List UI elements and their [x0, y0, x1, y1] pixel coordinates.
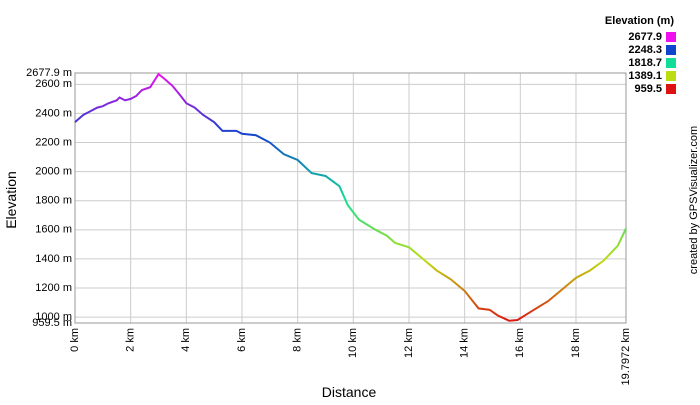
legend-label: 2677.9	[628, 31, 662, 43]
legend-swatch	[666, 71, 676, 81]
x-tick-label: 16 km	[514, 328, 526, 358]
x-tick-label: 6 km	[236, 328, 248, 352]
x-tick-label: 18 km	[570, 328, 582, 358]
x-tick-label: 12 km	[403, 328, 415, 358]
y-tick-label: 2200 m	[35, 136, 72, 148]
y-tick-label: 1600 m	[35, 224, 72, 236]
elevation-line	[74, 72, 627, 322]
y-axis-title: Elevation	[3, 171, 19, 229]
y-tick-label: 1000 m	[35, 311, 72, 323]
legend-label: 1818.7	[628, 57, 662, 69]
x-tick-label: 14 km	[459, 328, 471, 358]
x-tick-label: 8 km	[292, 328, 304, 352]
plot-area	[74, 72, 627, 324]
plot-border	[74, 72, 627, 324]
y-tick-label: 1800 m	[35, 195, 72, 207]
credit: created by GPSVisualizer.com	[688, 126, 700, 274]
y-tick-label: 1400 m	[35, 253, 72, 265]
x-tick-label: 4 km	[180, 328, 192, 352]
legend-title: Elevation (m)	[605, 15, 674, 27]
y-tick-label: 2000 m	[35, 166, 72, 178]
y-tick-label: 959.5 m	[32, 317, 72, 329]
x-axis-title: Distance	[322, 384, 377, 400]
legend-label: 1389.1	[628, 70, 662, 82]
x-tick-label: 0 km	[69, 328, 81, 352]
legend-swatch	[666, 84, 676, 94]
legend-swatch	[666, 58, 676, 68]
x-tick-label: 19.7972 km	[620, 328, 632, 385]
y-tick-label: 2600 m	[35, 78, 72, 90]
legend-label: 959.5	[634, 83, 662, 95]
x-tick-label: 10 km	[347, 328, 359, 358]
y-tick-label: 1200 m	[35, 282, 72, 294]
x-tick-label: 2 km	[125, 328, 137, 352]
legend-label: 2248.3	[628, 44, 662, 56]
legend-swatch	[666, 45, 676, 55]
y-tick-label: 2400 m	[35, 107, 72, 119]
y-tick-label: 2677.9 m	[26, 67, 72, 79]
legend-swatch	[666, 32, 676, 42]
